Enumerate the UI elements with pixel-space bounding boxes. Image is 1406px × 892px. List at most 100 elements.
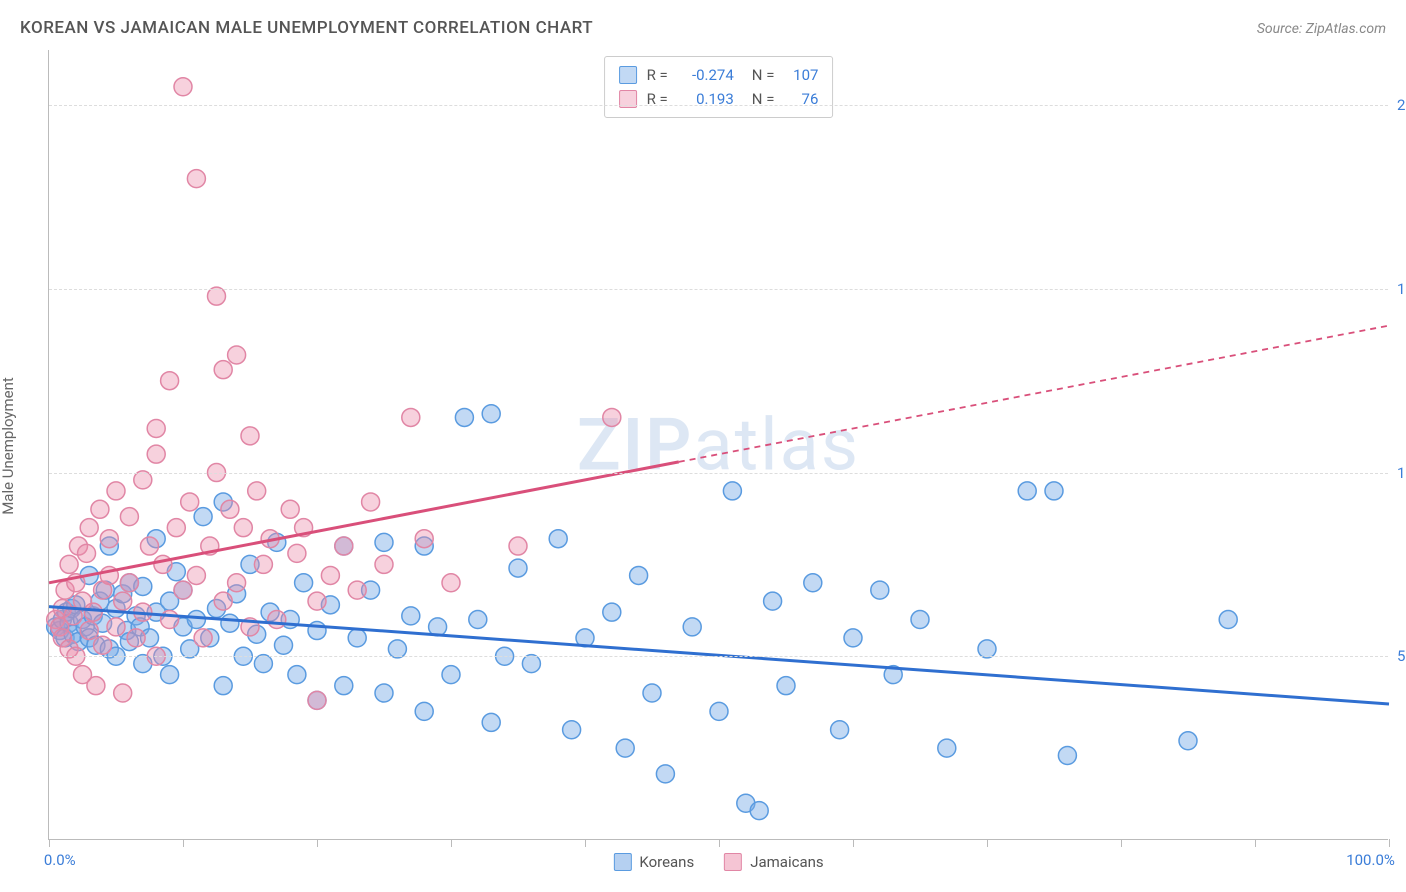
y-tick-label: 15.0% <box>1391 280 1406 298</box>
data-point <box>248 482 266 500</box>
data-point <box>147 445 165 463</box>
data-point <box>100 530 118 548</box>
data-point <box>84 603 102 621</box>
source-link[interactable]: ZipAtlas.com <box>1306 21 1386 37</box>
data-point <box>194 629 212 647</box>
chart-container: KOREAN VS JAMAICAN MALE UNEMPLOYMENT COR… <box>0 0 1406 892</box>
data-point <box>91 500 109 518</box>
data-point <box>764 592 782 610</box>
r-label: R = <box>647 87 668 111</box>
data-point <box>161 372 179 390</box>
data-point <box>442 574 460 592</box>
data-point <box>348 629 366 647</box>
trend-line-dashed <box>679 326 1389 462</box>
legend-label: Jamaicans <box>750 853 823 871</box>
legend-item: Koreans <box>613 853 694 871</box>
data-point <box>911 611 929 629</box>
x-tick <box>853 839 854 847</box>
legend-stat-row: R =0.193N =76 <box>619 87 819 111</box>
data-point <box>228 346 246 364</box>
data-point <box>549 530 567 548</box>
data-point <box>254 555 272 573</box>
data-point <box>80 622 98 640</box>
data-point <box>87 677 105 695</box>
data-point <box>402 607 420 625</box>
chart-title: KOREAN VS JAMAICAN MALE UNEMPLOYMENT COR… <box>20 18 593 38</box>
data-point <box>295 574 313 592</box>
data-point <box>723 482 741 500</box>
data-point <box>563 721 581 739</box>
y-tick-label: 5.0% <box>1391 647 1406 665</box>
data-point <box>221 614 239 632</box>
data-point <box>388 640 406 658</box>
data-point <box>335 677 353 695</box>
data-point <box>161 666 179 684</box>
data-point <box>208 287 226 305</box>
plot-area: ZIPatlas R =-0.274N =107R =0.193N =76 Ko… <box>48 50 1388 840</box>
data-point <box>308 592 326 610</box>
data-point <box>127 629 145 647</box>
data-point <box>415 702 433 720</box>
data-point <box>281 500 299 518</box>
data-point <box>308 691 326 709</box>
data-point <box>107 482 125 500</box>
data-point <box>288 666 306 684</box>
data-point <box>630 566 648 584</box>
data-point <box>938 739 956 757</box>
data-point <box>1045 482 1063 500</box>
data-point <box>777 677 795 695</box>
x-tick <box>719 839 720 847</box>
data-point <box>268 611 286 629</box>
data-point <box>114 592 132 610</box>
data-point <box>469 611 487 629</box>
data-point <box>750 802 768 820</box>
data-point <box>214 677 232 695</box>
data-point <box>141 537 159 555</box>
data-point <box>60 555 78 573</box>
gridline <box>49 473 1388 474</box>
data-point <box>831 721 849 739</box>
legend-swatch <box>724 853 742 871</box>
data-point <box>187 170 205 188</box>
data-point <box>254 655 272 673</box>
data-point <box>147 419 165 437</box>
data-point <box>154 555 172 573</box>
data-point <box>94 636 112 654</box>
data-point <box>643 684 661 702</box>
data-point <box>616 739 634 757</box>
data-point <box>402 408 420 426</box>
data-point <box>710 702 728 720</box>
legend-swatch <box>613 853 631 871</box>
data-point <box>442 666 460 684</box>
data-point <box>362 493 380 511</box>
data-point <box>234 519 252 537</box>
x-tick <box>317 839 318 847</box>
data-point <box>455 408 473 426</box>
x-tick <box>987 839 988 847</box>
data-point <box>161 611 179 629</box>
x-tick <box>1255 839 1256 847</box>
gridline <box>49 105 1388 106</box>
data-point <box>78 544 96 562</box>
n-label: N = <box>752 63 775 87</box>
r-value: 0.193 <box>678 87 734 111</box>
r-label: R = <box>647 63 668 87</box>
data-point <box>1018 482 1036 500</box>
data-point <box>509 537 527 555</box>
data-point <box>80 519 98 537</box>
data-point <box>174 581 192 599</box>
data-point <box>1058 746 1076 764</box>
data-point <box>114 684 132 702</box>
data-point <box>978 640 996 658</box>
data-point <box>375 555 393 573</box>
n-value: 107 <box>784 63 818 87</box>
data-point <box>1219 611 1237 629</box>
x-tick <box>183 839 184 847</box>
n-label: N = <box>752 87 775 111</box>
x-tick <box>1389 839 1390 847</box>
data-point <box>167 519 185 537</box>
header-row: KOREAN VS JAMAICAN MALE UNEMPLOYMENT COR… <box>20 18 1386 38</box>
legend-label: Koreans <box>639 853 694 871</box>
data-point <box>181 493 199 511</box>
correlation-legend: R =-0.274N =107R =0.193N =76 <box>604 56 834 118</box>
